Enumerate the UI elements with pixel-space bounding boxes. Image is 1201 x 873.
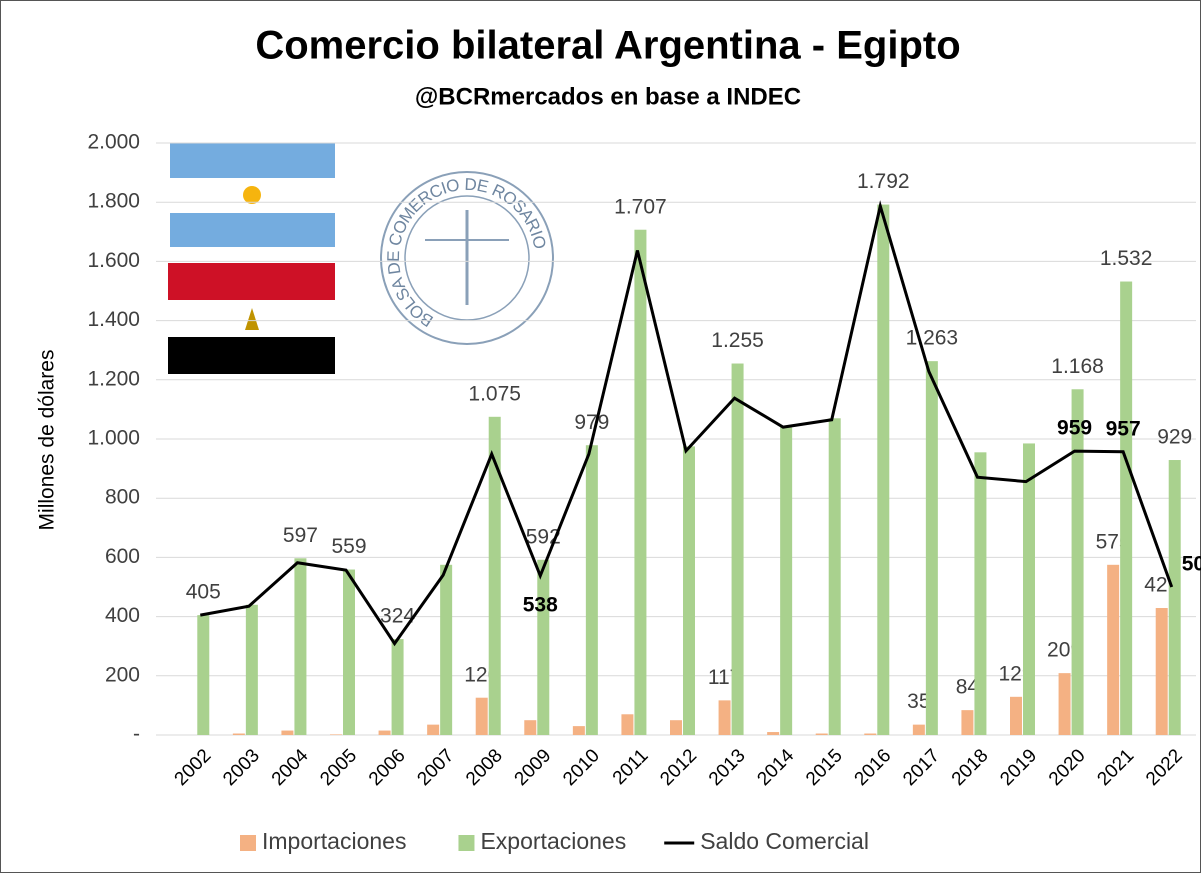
y-tick-label: 2.000 xyxy=(87,131,140,154)
data-label: 84 xyxy=(956,676,980,699)
y-tick-label: 600 xyxy=(105,545,140,568)
bar xyxy=(877,204,890,735)
bar xyxy=(440,564,453,735)
line-label: 500 xyxy=(1182,553,1201,576)
y-tick-label: 800 xyxy=(105,486,140,509)
data-label: 324 xyxy=(380,605,415,628)
bar xyxy=(232,733,245,735)
flags xyxy=(168,143,335,374)
bar xyxy=(572,726,585,735)
bar xyxy=(391,639,404,735)
bar xyxy=(488,416,501,735)
data-label: 1.263 xyxy=(906,327,959,350)
legend-label: Importaciones xyxy=(262,828,406,854)
legend-label: Saldo Comercial xyxy=(700,828,869,854)
bar xyxy=(378,730,391,735)
bar xyxy=(634,229,647,735)
bar xyxy=(1010,696,1022,735)
bar xyxy=(961,710,974,735)
bar xyxy=(245,604,258,735)
data-label: 1.707 xyxy=(614,195,667,218)
data-label: 405 xyxy=(186,581,221,604)
y-tick-label: 1.800 xyxy=(87,190,140,213)
bar xyxy=(1155,608,1168,735)
data-label: 1.075 xyxy=(468,382,521,405)
bar xyxy=(780,427,793,735)
y-axis-label: Millones de dólares xyxy=(36,350,59,531)
legend-label: Exportaciones xyxy=(480,828,626,854)
bar xyxy=(1120,281,1133,735)
chart-title: Comercio bilateral Argentina - Egipto xyxy=(255,24,960,68)
flag-eagle xyxy=(245,308,259,330)
bar xyxy=(670,720,682,735)
bar xyxy=(585,445,598,735)
flag-stripe xyxy=(168,263,335,300)
legend-swatch xyxy=(240,835,256,851)
flag-sun xyxy=(243,186,261,204)
bar xyxy=(1107,564,1120,735)
bar xyxy=(524,720,537,735)
bar xyxy=(294,558,307,735)
data-label: 35 xyxy=(907,690,930,713)
y-tick-label: 1.000 xyxy=(87,427,140,450)
data-label: 929 xyxy=(1157,426,1192,449)
data-label: 559 xyxy=(331,535,366,558)
bar xyxy=(767,732,780,735)
y-tick-label: 400 xyxy=(105,604,140,627)
bar xyxy=(281,730,294,735)
flag-stripe xyxy=(170,213,335,247)
bar xyxy=(330,734,342,735)
bar xyxy=(815,733,828,735)
bar xyxy=(1058,673,1071,735)
seal-ring xyxy=(404,195,530,321)
y-tick-label: 1.200 xyxy=(87,367,140,390)
data-label: 597 xyxy=(283,524,318,547)
data-label: 1.168 xyxy=(1051,355,1104,378)
bar xyxy=(683,446,695,735)
data-label: 979 xyxy=(574,411,609,434)
seal-ring xyxy=(380,171,554,345)
bar xyxy=(1023,443,1035,735)
line-label: 957 xyxy=(1106,417,1141,440)
bar xyxy=(828,418,841,735)
bar xyxy=(718,700,731,735)
bar xyxy=(912,724,925,735)
line-label: 538 xyxy=(523,593,558,616)
y-tick-label: 1.600 xyxy=(87,249,140,272)
bar xyxy=(537,559,550,735)
flag-stripe xyxy=(170,143,335,178)
data-label: 1.792 xyxy=(857,170,910,193)
bar xyxy=(864,733,877,735)
line-label: 959 xyxy=(1057,417,1092,440)
chart-subtitle: @BCRmercados en base a INDEC xyxy=(415,83,801,110)
bar xyxy=(427,724,440,735)
bar xyxy=(475,697,488,735)
data-label: 1.255 xyxy=(711,329,764,352)
legend-swatch xyxy=(458,835,475,851)
y-tick-label: 200 xyxy=(105,663,140,686)
bar xyxy=(1071,389,1084,735)
bar xyxy=(621,714,634,735)
bar xyxy=(731,363,744,735)
data-label: 1.532 xyxy=(1100,247,1153,270)
y-tick-label: - xyxy=(133,723,140,746)
flag-stripe xyxy=(168,337,335,374)
bar xyxy=(343,569,355,735)
y-tick-label: 1.400 xyxy=(87,308,140,331)
bar xyxy=(1168,460,1181,735)
bar xyxy=(925,361,938,735)
bar xyxy=(974,452,987,735)
bar xyxy=(197,615,210,735)
line xyxy=(200,200,1174,647)
